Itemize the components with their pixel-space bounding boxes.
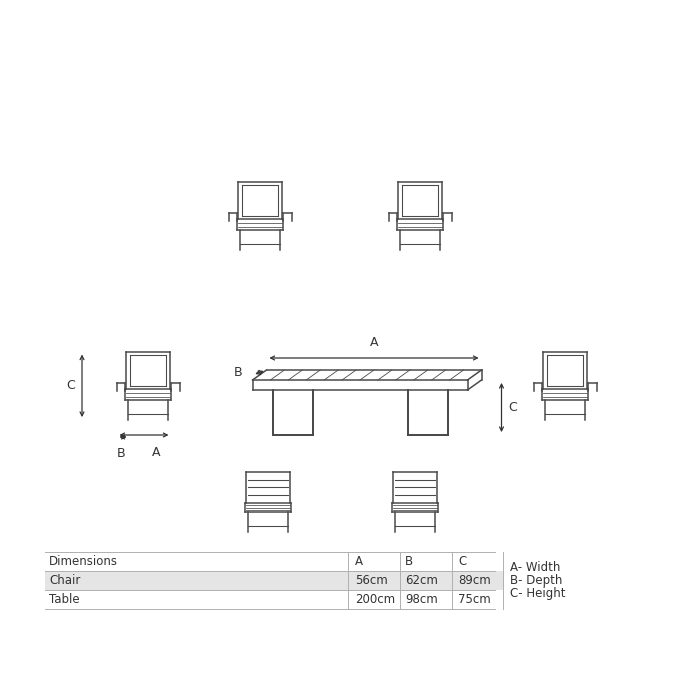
Text: B- Depth: B- Depth (510, 574, 562, 587)
Text: A: A (370, 336, 378, 349)
Text: A: A (355, 555, 363, 568)
Text: C: C (66, 379, 75, 392)
Text: A: A (152, 446, 160, 459)
Text: 75cm: 75cm (458, 593, 491, 606)
Text: B: B (117, 447, 125, 460)
Text: Chair: Chair (49, 574, 80, 587)
Text: 89cm: 89cm (458, 574, 491, 587)
Text: 98cm: 98cm (405, 593, 438, 606)
FancyBboxPatch shape (45, 571, 503, 590)
Text: B: B (405, 555, 413, 568)
Text: B: B (234, 366, 242, 379)
Text: Table: Table (49, 593, 80, 606)
Text: C: C (458, 555, 466, 568)
Text: C- Height: C- Height (510, 587, 566, 601)
Text: 56cm: 56cm (355, 574, 388, 587)
Text: 62cm: 62cm (405, 574, 438, 587)
Text: A- Width: A- Width (510, 561, 561, 574)
Text: C: C (508, 401, 517, 414)
Text: 200cm: 200cm (355, 593, 395, 606)
Text: Dimensions: Dimensions (49, 555, 118, 568)
